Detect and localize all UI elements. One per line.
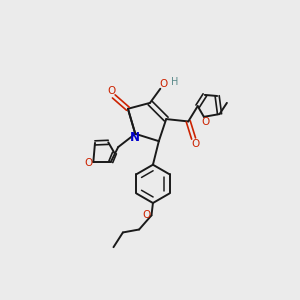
Text: O: O bbox=[191, 139, 199, 149]
Text: N: N bbox=[130, 131, 140, 144]
Text: O: O bbox=[107, 86, 116, 96]
Text: O: O bbox=[201, 117, 209, 127]
Text: H: H bbox=[171, 77, 178, 87]
Text: O: O bbox=[160, 79, 168, 89]
Text: O: O bbox=[142, 210, 150, 220]
Text: O: O bbox=[84, 158, 92, 168]
